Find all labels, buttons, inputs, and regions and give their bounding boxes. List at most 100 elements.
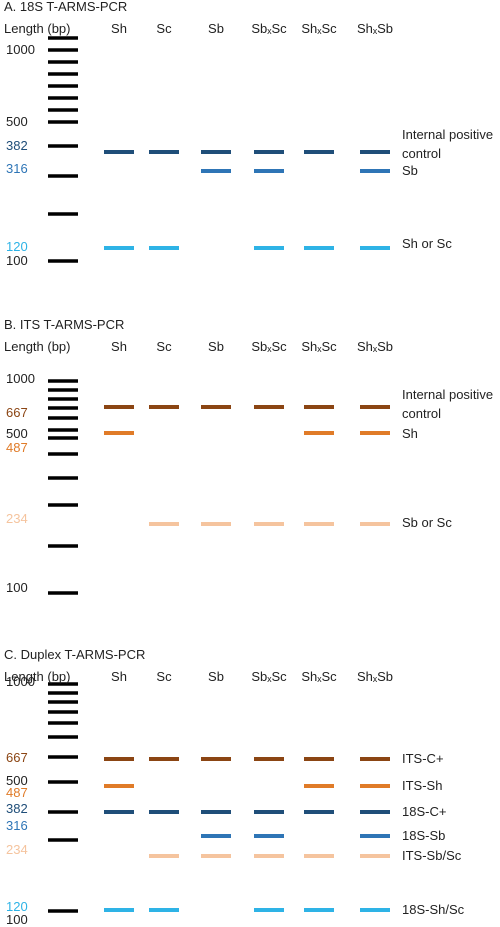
ladder-band — [48, 476, 78, 480]
length-axis-label: Length (bp) — [4, 21, 71, 36]
gel-panel: B. ITS T-ARMS-PCR Length (bp) Sh Sc Sb SbₓSc S… — [0, 318, 500, 618]
ladder-label: 500 — [6, 114, 28, 129]
ladder-label: 667 — [6, 405, 28, 420]
gel-band — [104, 405, 134, 409]
ladder-label: 100 — [6, 253, 28, 268]
gel-band — [360, 405, 390, 409]
ladder-label: 100 — [6, 580, 28, 595]
gel-band — [360, 810, 390, 814]
band-label: control — [402, 146, 442, 161]
gel-band — [104, 150, 134, 154]
ladder-label: 234 — [6, 842, 28, 857]
ladder-label: 1000 — [6, 674, 35, 689]
ladder-band — [48, 416, 78, 420]
gel-band — [201, 810, 231, 814]
ladder-band — [48, 721, 78, 725]
gel-band — [304, 810, 334, 814]
lane-header: Sh — [111, 669, 127, 684]
ladder-band — [48, 36, 78, 40]
gel-band — [254, 757, 284, 761]
ladder-band — [48, 428, 78, 432]
lane-header: ShₓSb — [356, 669, 394, 684]
ladder-band — [48, 755, 78, 759]
ladder-band — [48, 96, 78, 100]
gel-band — [360, 908, 390, 912]
band-label: 18S-Sh/Sc — [402, 902, 465, 917]
band-label: ITS-Sb/Sc — [402, 848, 462, 863]
ladder-label: 120 — [6, 899, 28, 914]
lane-header: Sb — [208, 21, 224, 36]
gel-band — [149, 150, 179, 154]
ladder-label: 487 — [6, 440, 28, 455]
gel-band — [304, 246, 334, 250]
gel-panel: A. 18S T-ARMS-PCR Length (bp) Sh Sc Sb SbₓSc S… — [0, 0, 500, 300]
gel-band — [149, 908, 179, 912]
gel-band — [149, 522, 179, 526]
ladder-band — [48, 810, 78, 814]
gel-band — [201, 169, 231, 173]
ladder-band — [48, 838, 78, 842]
gel-band — [304, 150, 334, 154]
gel-canvas — [48, 682, 390, 913]
ladder-band — [48, 72, 78, 76]
ladder-band — [48, 379, 78, 383]
ladder-label: 120 — [6, 239, 28, 254]
gel-band — [104, 908, 134, 912]
band-label: Sb or Sc — [402, 515, 452, 530]
gel-band — [201, 522, 231, 526]
ladder-band — [48, 700, 78, 704]
length-axis-label: Length (bp) — [4, 669, 71, 684]
panel-title: B. ITS T-ARMS-PCR — [4, 317, 125, 332]
ladder-band — [48, 406, 78, 410]
gel-band — [104, 784, 134, 788]
ladder-band — [48, 780, 78, 784]
gel-band — [254, 150, 284, 154]
gel-band — [104, 431, 134, 435]
gel-band — [104, 810, 134, 814]
ladder-label: 500 — [6, 426, 28, 441]
gel-band — [304, 784, 334, 788]
gel-canvas — [48, 379, 390, 595]
lane-header: Sc — [156, 21, 172, 36]
band-label: 18S-C+ — [402, 804, 447, 819]
panel-title: A. 18S T-ARMS-PCR — [4, 0, 128, 14]
gel-canvas — [48, 36, 390, 263]
ladder-band — [48, 84, 78, 88]
ladder-band — [48, 436, 78, 440]
ladder-band — [48, 682, 78, 686]
band-label: 18S-Sb — [402, 828, 446, 843]
ladder-band — [48, 60, 78, 64]
lane-header: ShₓSb — [356, 339, 394, 354]
lane-header: Sh — [111, 339, 127, 354]
lane-header: Sc — [156, 339, 172, 354]
ladder-band — [48, 144, 78, 148]
band-label: Internal positive — [402, 387, 494, 402]
gel-band — [254, 854, 284, 858]
gel-band — [201, 834, 231, 838]
lane-header: ShₓSc — [301, 339, 337, 354]
lane-header: Sc — [156, 669, 172, 684]
lane-header: SbₓSc — [251, 669, 287, 684]
gel-band — [304, 908, 334, 912]
length-axis-label: Length (bp) — [4, 339, 71, 354]
gel-band — [360, 757, 390, 761]
lane-header: SbₓSc — [251, 339, 287, 354]
ladder-label: 316 — [6, 818, 28, 833]
lane-header: ShₓSc — [301, 669, 337, 684]
gel-band — [254, 908, 284, 912]
gel-band — [149, 246, 179, 250]
ladder-label: 234 — [6, 511, 28, 526]
ladder-band — [48, 388, 78, 392]
band-label: Sh or Sc — [402, 236, 452, 251]
gel-band — [254, 810, 284, 814]
gel-band — [254, 246, 284, 250]
lane-header: ShₓSb — [356, 21, 394, 36]
lane-header: Sb — [208, 339, 224, 354]
ladder-band — [48, 710, 78, 714]
ladder-band — [48, 544, 78, 548]
ladder-band — [48, 397, 78, 401]
gel-band — [254, 834, 284, 838]
gel-band — [360, 834, 390, 838]
band-label: Sh — [402, 426, 418, 441]
gel-band — [201, 757, 231, 761]
